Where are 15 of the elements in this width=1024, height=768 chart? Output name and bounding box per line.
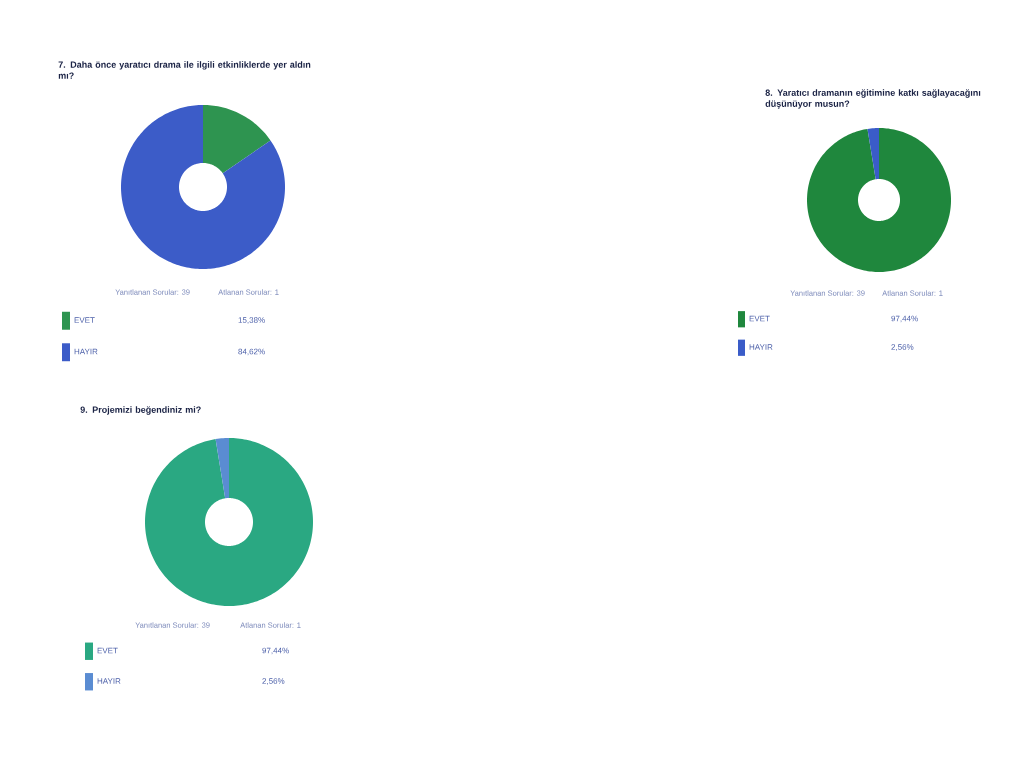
legend-label: HAYIR	[74, 348, 98, 355]
chart-title: 7. Daha önce yaratıcı drama ile ilgili etkinliklerde yer aldın mı?	[58, 61, 311, 79]
chart-title: 8. Yaratıcı dramanın eğitimine katkı sağlayacağını düşünüyor musun?	[765, 89, 981, 109]
data-label: 97,44%	[891, 315, 918, 323]
chart-title: 9. Projemizi beğendiniz mi?	[80, 406, 201, 415]
data-label: 97,44%	[262, 647, 289, 655]
data-label: 2,56%	[891, 344, 914, 351]
legend-label: HAYIR	[97, 678, 121, 684]
legend-label: EVET	[97, 647, 118, 654]
legend-label: EVET	[749, 315, 770, 322]
data-label: 15,38%	[238, 317, 265, 324]
legend-label: HAYIR	[749, 344, 773, 350]
data-label: 2,56%	[262, 678, 285, 685]
data-label: 84,62%	[238, 348, 265, 356]
legend-label: EVET	[74, 317, 95, 323]
